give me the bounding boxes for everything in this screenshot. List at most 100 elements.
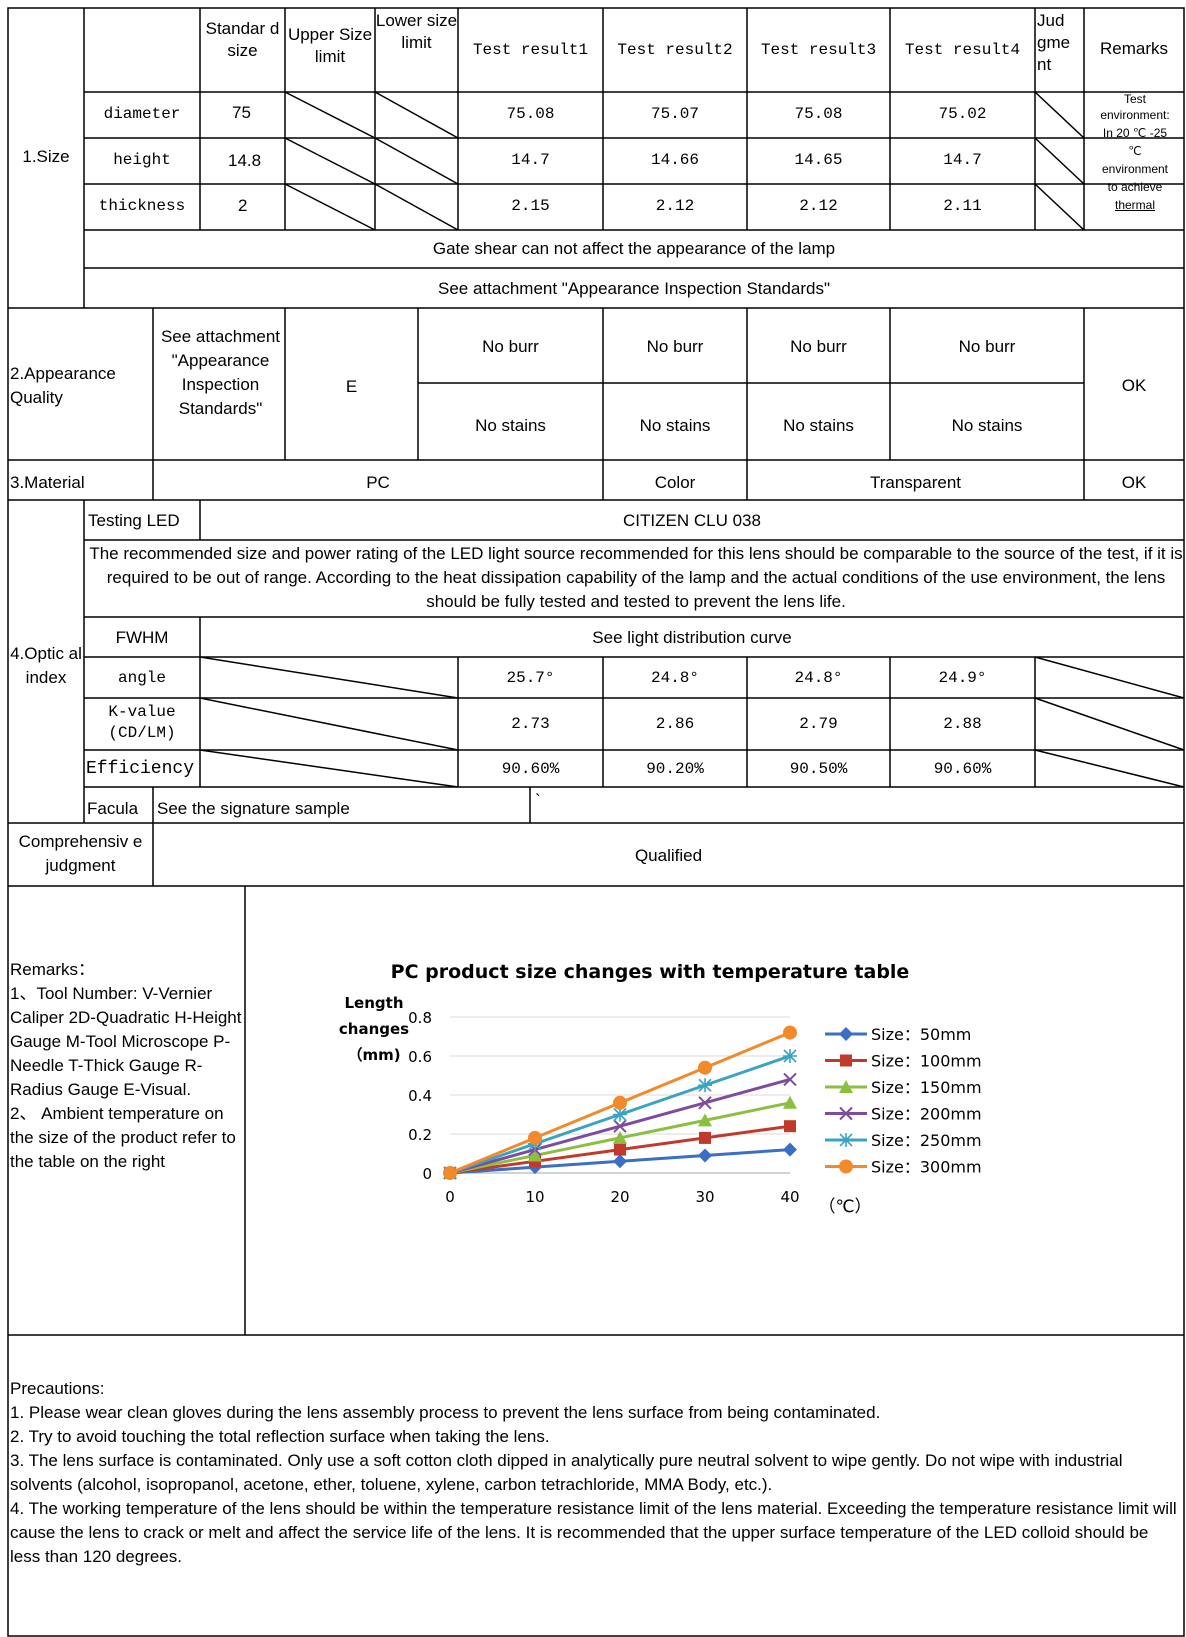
angle-result: 24.8° [650, 669, 699, 687]
header-remarks: Remarks [1099, 39, 1168, 58]
precaution-item: 3. The lens surface is contaminated. Onl… [10, 1451, 1123, 1494]
size-remark-line: ℃ [1128, 144, 1142, 158]
chart-y-tick-label: 0 [422, 1165, 432, 1183]
efficiency-label: Efficiency [86, 759, 195, 779]
facula-value: See the signature sample [157, 799, 350, 818]
size-row-standard: 2 [238, 196, 248, 215]
chart-x-tick-label: 20 [610, 1188, 629, 1206]
angle-result: 24.8° [794, 669, 843, 687]
appearance-standard: See attachment "Appearance Inspection St… [160, 327, 281, 418]
size-remark-line: environment [1101, 162, 1169, 176]
material-color-label: Color [654, 473, 696, 492]
appearance-standards-note: See attachment "Appearance Inspection St… [438, 279, 830, 298]
chart-data-point [699, 1131, 711, 1144]
chart-data-point [443, 1166, 457, 1180]
chart-y-tick-label: 0.8 [408, 1009, 432, 1027]
chart-legend-label: Size：50mm [871, 1025, 971, 1044]
size-row-name: thickness [98, 197, 186, 215]
efficiency-result: 90.20% [646, 760, 704, 778]
chart-data-point [698, 1148, 712, 1163]
size-row-result: 2.12 [799, 197, 838, 215]
appearance-stains: No stains [639, 416, 711, 435]
chart-x-tick-label: 40 [780, 1188, 799, 1206]
size-row-standard: 14.8 [228, 151, 262, 170]
chart-legend-label: Size：200mm [871, 1105, 982, 1124]
appearance-stains: No stains [475, 416, 546, 435]
chart-legend-marker [839, 1027, 853, 1041]
size-row-name: height [113, 151, 171, 169]
chart-data-point [698, 1113, 712, 1127]
chart-data-point [528, 1148, 542, 1162]
precautions-title: Precautions: [10, 1379, 105, 1398]
kvalue-result: 2.86 [655, 715, 695, 733]
size-row-result: 2.11 [943, 197, 982, 215]
angle-result: 24.9° [938, 669, 987, 687]
size-remark-cell: Test environment: In 20 ℃ -25 ℃ environm… [1084, 92, 1186, 230]
header-test4: Test result4 [904, 41, 1021, 59]
appearance-result: OK [1121, 376, 1147, 395]
size-row-result: 2.15 [511, 197, 550, 215]
chart-x-tick-label: 10 [525, 1188, 544, 1206]
gate-shear-note: Gate shear can not affect the appearance… [432, 239, 836, 258]
chart-data-point [528, 1130, 542, 1145]
size-row-result: 14.7 [511, 151, 550, 169]
size-row-result: 14.65 [794, 151, 843, 169]
chart-x-tick-label: 0 [445, 1188, 455, 1206]
chart-data-point [698, 1060, 712, 1075]
header-lower-limit: Lower size limit [375, 11, 458, 52]
appearance-stains: No stains [951, 416, 1023, 435]
size-row-standard: 75 [232, 103, 251, 122]
comprehensive-label: Comprehensiv e judgment [18, 832, 143, 875]
appearance-burr: No burr [790, 337, 847, 356]
chart-legend-label: Size：300mm [871, 1158, 982, 1177]
chart-data-point [698, 1078, 712, 1093]
header-test3: Test result3 [760, 41, 877, 59]
size-row-result: 2.12 [655, 197, 695, 215]
chart-data-point [613, 1130, 627, 1144]
chart-legend-marker [839, 1080, 853, 1093]
material-color-value: Transparent [869, 473, 962, 492]
chart-data-point [783, 1072, 797, 1087]
size-remark-line: thermal [1114, 198, 1155, 212]
chart-data-point [613, 1095, 627, 1110]
appearance-method: E [345, 377, 358, 396]
chart-legend-label: Size：150mm [871, 1078, 982, 1097]
chart-legend-marker [840, 1054, 852, 1067]
header-upper-limit: Upper Size limit [287, 25, 373, 66]
chart-xlabel: （℃） [818, 1197, 871, 1217]
size-row-result: 14.66 [650, 151, 699, 169]
material-result: OK [1121, 473, 1147, 492]
efficiency-result: 90.60% [933, 760, 992, 778]
chart-data-point [783, 1142, 797, 1157]
efficiency-result: 90.60% [501, 760, 560, 778]
facula-label: Facula [87, 799, 139, 818]
size-row-result: 75.08 [794, 105, 843, 123]
size-row-result: 75.02 [938, 105, 987, 123]
testing-led-value: CITIZEN CLU 038 [623, 511, 761, 530]
chart-data-point [784, 1120, 796, 1133]
angle-result: 25.7° [506, 669, 555, 687]
comprehensive-value: Qualified [634, 846, 703, 865]
size-row-result: 75.07 [650, 105, 699, 123]
kvalue-label: K-value (CD/LM) [108, 703, 176, 742]
chart-ylabel-line: Length [345, 994, 404, 1012]
chart-title: PC product size changes with temperature… [391, 961, 910, 983]
appearance-burr: No burr [958, 337, 1016, 356]
size-row-result: 14.7 [943, 151, 982, 169]
chart-legend-label: Size：100mm [871, 1052, 982, 1071]
chart-data-point [783, 1025, 797, 1040]
chart-data-point [613, 1107, 627, 1122]
chart-y-tick-label: 0.4 [408, 1087, 432, 1105]
chart-y-tick-label: 0.2 [408, 1126, 432, 1144]
header-test2: Test result2 [617, 41, 733, 59]
section-appearance-label: 2.Appearance Quality [10, 364, 116, 407]
remarks-title: Remarks： [10, 960, 96, 979]
size-remark-line: to achieve [1107, 180, 1163, 194]
appearance-burr: No burr [482, 337, 539, 356]
led-recommendation-note: The recommended size and power rating of… [89, 544, 1183, 611]
section-optic-label: 4.Optic al index [10, 644, 82, 687]
fwhm-value: See light distribution curve [592, 628, 792, 647]
header-judgment: Jud gme nt [1037, 11, 1071, 74]
header-standard-size: Standar d size [205, 19, 280, 60]
chart-x-tick-label: 30 [695, 1188, 714, 1206]
